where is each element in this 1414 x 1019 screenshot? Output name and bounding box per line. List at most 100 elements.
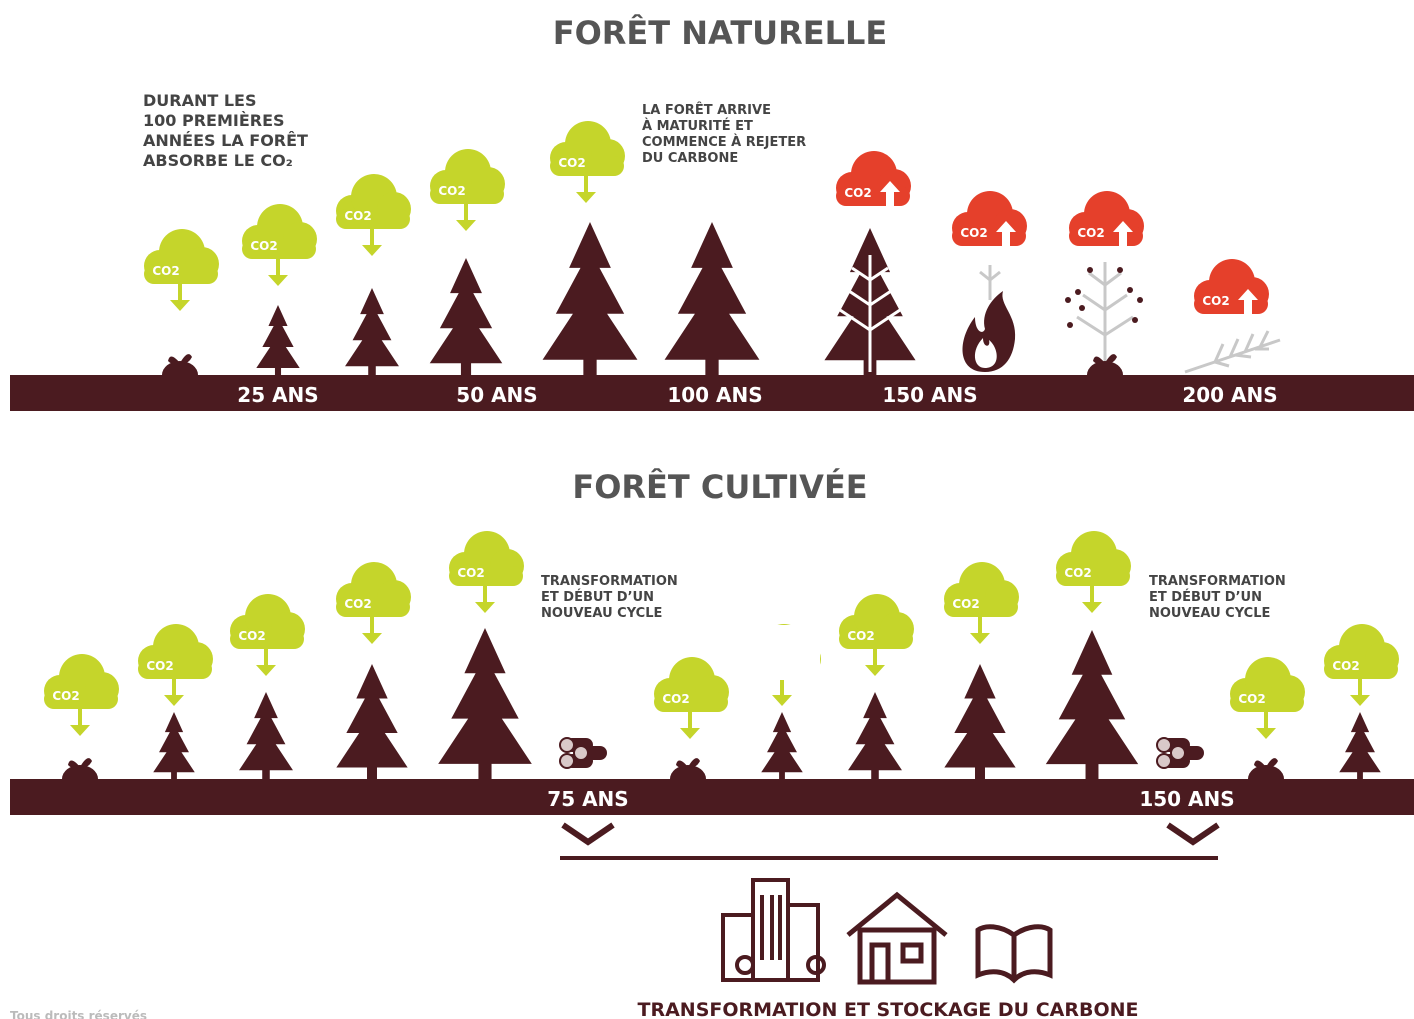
cloud: CO2: [449, 531, 524, 613]
cloud: CO2: [1056, 531, 1131, 613]
label: 150 ANS: [882, 383, 977, 407]
tree: [239, 692, 293, 779]
arrow-down: [1082, 584, 1102, 613]
cloud-label: CO2: [1202, 294, 1229, 308]
cloud-label: CO2: [960, 226, 987, 240]
cloud: CO2: [836, 151, 911, 206]
cloud-label: CO2: [1332, 659, 1359, 673]
burnt-tree: [980, 265, 1000, 300]
icon-book: [978, 927, 1050, 980]
particle: [1075, 289, 1081, 295]
cloud-label: CO2: [844, 186, 871, 200]
arrow-down: [475, 584, 495, 613]
fallen-tree: [1185, 331, 1280, 372]
tree: [1046, 630, 1138, 779]
arrow-down: [70, 707, 90, 736]
log-end: [560, 738, 574, 752]
cloud: CO2: [944, 562, 1019, 644]
note-line: TRANSFORMATION: [1149, 574, 1286, 589]
cloud: CO2: [230, 594, 305, 676]
log-end: [574, 746, 588, 760]
arrow-down: [170, 282, 190, 311]
note-line: NOUVEAU CYCLE: [1149, 606, 1270, 621]
cloud: CO2: [839, 594, 914, 676]
arrow-down: [1256, 710, 1276, 739]
arrow-down: [1350, 677, 1370, 706]
cloud: CO2: [430, 149, 505, 231]
cloud: CO2: [952, 191, 1027, 246]
cloud-label: CO2: [152, 264, 179, 278]
cloud: CO2: [44, 654, 119, 736]
particle: [1137, 297, 1143, 303]
cloud-label: CO2: [662, 692, 689, 706]
particle: [1087, 267, 1093, 273]
arrow-down: [970, 615, 990, 644]
arrow-down: [456, 202, 476, 231]
particle: [1132, 317, 1138, 323]
cloud: CO2: [1324, 624, 1399, 706]
tree: [543, 222, 638, 375]
cloud: CO2: [1230, 657, 1305, 739]
note-line: DURANT LES: [143, 91, 257, 110]
cloud-label: CO2: [250, 239, 277, 253]
chevron: [1168, 825, 1218, 842]
note-line: ET DÉBUT D’UN: [541, 589, 654, 605]
arrow-down: [256, 647, 276, 676]
particle: [1127, 287, 1133, 293]
particle: [1067, 322, 1073, 328]
dead-tree: [1077, 262, 1133, 372]
label: 200 ANS: [1182, 383, 1277, 407]
note-line: TRANSFORMATION: [541, 574, 678, 589]
arrow-down: [268, 257, 288, 286]
particle: [1079, 305, 1085, 311]
tree: [665, 222, 760, 375]
cloud: CO2: [550, 121, 625, 203]
note-line: ABSORBE LE CO₂: [143, 151, 293, 170]
cloud-label: CO2: [344, 597, 371, 611]
infographic: FORÊT NATURELLE FORÊT CULTIVÉE TRANSFORM…: [0, 0, 1414, 1019]
tree: [256, 305, 299, 375]
sprout: [1248, 765, 1284, 779]
label: 25 ANS: [237, 383, 318, 407]
note-line: COMMENCE À REJETER: [642, 134, 806, 150]
label: 75 ANS: [547, 787, 628, 811]
cloud: CO2: [242, 204, 317, 286]
note-line: LA FORÊT ARRIVE: [642, 102, 771, 118]
tree: [430, 258, 503, 375]
tree: [944, 664, 1015, 779]
tree: [438, 628, 532, 779]
tree: [345, 288, 399, 375]
tree: [1339, 712, 1381, 779]
arrow-down: [576, 174, 596, 203]
cloud-label: CO2: [52, 689, 79, 703]
particle: [1117, 267, 1123, 273]
icon-city: [723, 880, 824, 980]
label: 50 ANS: [456, 383, 537, 407]
cloud-label: CO2: [1077, 226, 1104, 240]
arrow-down: [772, 677, 792, 706]
note-line: À MATURITÉ ET: [642, 118, 753, 134]
sprout: [1087, 361, 1123, 375]
log-end: [1157, 738, 1171, 752]
icon-house: [848, 895, 946, 982]
particle: [1065, 297, 1071, 303]
cloud: CO2: [138, 624, 213, 706]
label: 150 ANS: [1139, 787, 1234, 811]
chevron: [563, 825, 613, 842]
cloud: CO2: [1069, 191, 1144, 246]
log-end: [1171, 746, 1185, 760]
copyright: Tous droits réservés: [10, 1009, 147, 1019]
footer: TRANSFORMATION ET STOCKAGE DU CARBONE: [638, 999, 1139, 1019]
arrow-down: [164, 677, 184, 706]
cloud: CO2: [336, 562, 411, 644]
cloud-label: CO2: [344, 209, 371, 223]
note-line: ANNÉES LA FORÊT: [143, 131, 308, 150]
title: FORÊT CULTIVÉE: [572, 468, 867, 506]
cloud-label: CO2: [558, 156, 585, 170]
cloud: CO2: [654, 657, 729, 739]
cloud: CO2: [336, 174, 411, 256]
arrow-down: [362, 227, 382, 256]
sprout: [162, 361, 198, 375]
cloud-label: CO2: [238, 629, 265, 643]
cloud: CO2: [1194, 259, 1269, 314]
